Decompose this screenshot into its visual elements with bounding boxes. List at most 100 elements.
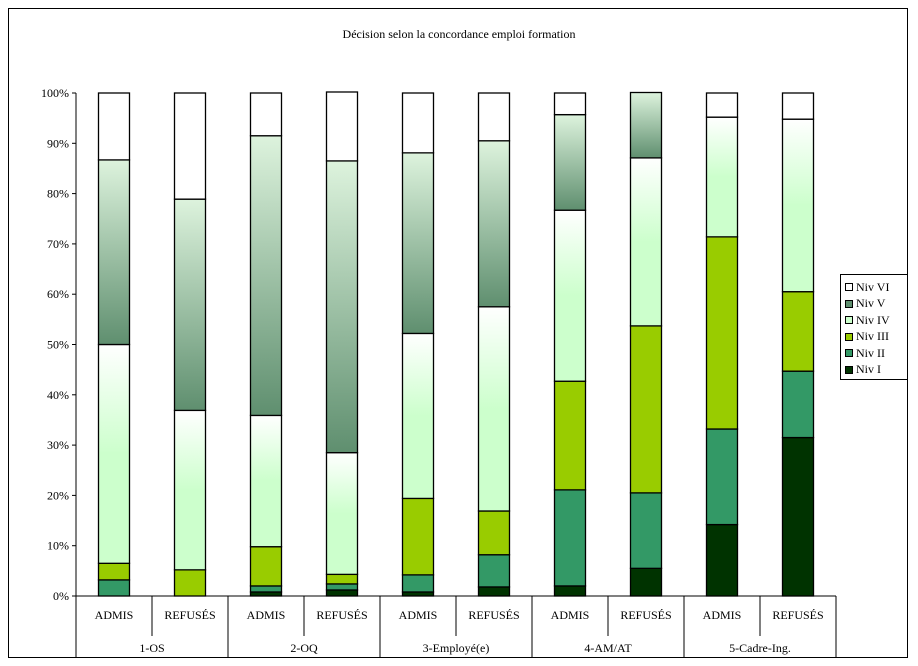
bar-segment-niv-ii bbox=[553, 489, 587, 587]
y-tick-label: 60% bbox=[47, 287, 69, 301]
bar-segment-niv-vi bbox=[97, 92, 131, 161]
legend-label: Niv III bbox=[856, 329, 889, 344]
legend: Niv VI Niv V Niv IV Niv III Niv II Niv I bbox=[840, 274, 908, 380]
bar-segment-niv-iv bbox=[249, 414, 283, 548]
x-category-label: ADMIS bbox=[551, 608, 590, 622]
y-tick-label: 40% bbox=[47, 388, 69, 402]
x-group-label: 5-Cadre-Ing. bbox=[729, 641, 791, 655]
y-tick-label: 50% bbox=[47, 338, 69, 352]
bar-segment-niv-ii bbox=[705, 428, 739, 526]
bar-segment-niv-v bbox=[477, 140, 511, 308]
chart-frame bbox=[8, 8, 908, 658]
bar-segment-niv-iv bbox=[553, 209, 587, 382]
legend-swatch bbox=[845, 365, 853, 374]
bar-segment-niv-v bbox=[97, 159, 131, 346]
y-tick-label: 100% bbox=[41, 86, 69, 100]
bar-segment-niv-iv bbox=[781, 118, 815, 293]
legend-item: Niv III bbox=[845, 329, 907, 346]
x-category-label: ADMIS bbox=[95, 608, 134, 622]
bar-segment-niv-ii bbox=[629, 492, 663, 569]
x-group-label: 2-OQ bbox=[290, 641, 318, 655]
bar-segment-niv-iv bbox=[325, 451, 359, 576]
legend-label: Niv VI bbox=[856, 279, 890, 294]
bar-segment-niv-vi bbox=[325, 91, 359, 162]
legend-swatch bbox=[845, 299, 853, 308]
bar-segment-niv-ii bbox=[325, 583, 359, 591]
bar-segment-niv-ii bbox=[401, 574, 435, 593]
bar-segment-niv-iii bbox=[97, 562, 131, 581]
legend-item: Niv IV bbox=[845, 312, 907, 329]
x-category-label: ADMIS bbox=[703, 608, 742, 622]
bar-segment-niv-v bbox=[173, 198, 207, 412]
bar-segment-niv-i bbox=[325, 589, 359, 597]
x-category-label: ADMIS bbox=[247, 608, 286, 622]
y-tick-label: 10% bbox=[47, 539, 69, 553]
legend-label: Niv V bbox=[856, 296, 886, 311]
bar-segment-niv-i bbox=[705, 523, 739, 597]
legend-swatch bbox=[845, 316, 853, 325]
bar-segment-niv-iii bbox=[553, 380, 587, 491]
bar-segment-niv-iii bbox=[325, 573, 359, 585]
bar-segment-niv-iii bbox=[477, 510, 511, 556]
bar-segment-niv-iv bbox=[401, 332, 435, 500]
legend-item: Niv V bbox=[845, 296, 907, 313]
y-tick-label: 30% bbox=[47, 438, 69, 452]
bar-segment-niv-iv bbox=[97, 343, 131, 564]
bar-segment-niv-iii bbox=[781, 291, 815, 372]
bar-segment-niv-vi bbox=[781, 92, 815, 120]
bar-segment-niv-iii bbox=[705, 236, 739, 430]
y-tick-label: 20% bbox=[47, 488, 69, 502]
bar-segment-niv-v bbox=[553, 113, 587, 211]
legend-item: Niv II bbox=[845, 345, 907, 362]
bar-segment-niv-v bbox=[249, 135, 283, 417]
bar-segment-niv-vi bbox=[173, 92, 207, 200]
bar-segment-niv-vi bbox=[401, 92, 435, 154]
bar-segment-niv-vi bbox=[705, 92, 739, 118]
y-tick-label: 90% bbox=[47, 136, 69, 150]
x-category-label: REFUSÉS bbox=[772, 608, 823, 622]
bar-segment-niv-v bbox=[401, 152, 435, 335]
chart-title: Décision selon la concordance emploi for… bbox=[342, 27, 576, 41]
y-tick-label: 70% bbox=[47, 237, 69, 251]
bar-segment-niv-iv bbox=[477, 306, 511, 512]
legend-label: Niv I bbox=[856, 362, 881, 377]
bar-segment-niv-iv bbox=[173, 409, 207, 571]
legend-swatch bbox=[845, 332, 853, 341]
bar-segment-niv-iv bbox=[629, 157, 663, 327]
legend-label: Niv IV bbox=[856, 312, 890, 327]
bar-segment-niv-ii bbox=[249, 585, 283, 593]
bar-segment-niv-i bbox=[629, 567, 663, 597]
bar-segment-niv-ii bbox=[97, 579, 131, 597]
x-category-label: REFUSÉS bbox=[164, 608, 215, 622]
x-category-label: ADMIS bbox=[399, 608, 438, 622]
bar-segment-niv-i bbox=[781, 436, 815, 597]
x-category-label: REFUSÉS bbox=[316, 608, 367, 622]
x-category-label: REFUSÉS bbox=[468, 608, 519, 622]
bar-segment-niv-iii bbox=[629, 325, 663, 494]
bar-segment-niv-v bbox=[325, 160, 359, 454]
x-group-label: 1-OS bbox=[139, 641, 164, 655]
bar-segment-niv-vi bbox=[249, 92, 283, 137]
bar-segment-niv-iii bbox=[173, 569, 207, 597]
x-category-label: REFUSÉS bbox=[620, 608, 671, 622]
bar-segment-niv-iii bbox=[401, 497, 435, 576]
bar-segment-niv-iv bbox=[705, 116, 739, 238]
bar-segment-niv-iii bbox=[249, 546, 283, 587]
bar-segment-niv-i bbox=[553, 585, 587, 597]
x-group-label: 3-Employé(e) bbox=[423, 641, 490, 655]
legend-swatch bbox=[845, 283, 853, 292]
bar-segment-niv-v bbox=[629, 91, 663, 159]
y-tick-label: 0% bbox=[53, 589, 69, 603]
legend-swatch bbox=[845, 349, 853, 358]
bar-segment-niv-vi bbox=[477, 92, 511, 142]
y-tick-label: 80% bbox=[47, 187, 69, 201]
bar-segment-niv-i bbox=[477, 586, 511, 597]
bar-segment-niv-vi bbox=[553, 92, 587, 116]
x-group-label: 4-AM/AT bbox=[584, 641, 632, 655]
bar-segment-niv-ii bbox=[477, 554, 511, 588]
bar-segment-niv-ii bbox=[781, 370, 815, 439]
legend-label: Niv II bbox=[856, 345, 885, 360]
legend-item: Niv I bbox=[845, 362, 907, 379]
legend-item: Niv VI bbox=[845, 279, 907, 296]
